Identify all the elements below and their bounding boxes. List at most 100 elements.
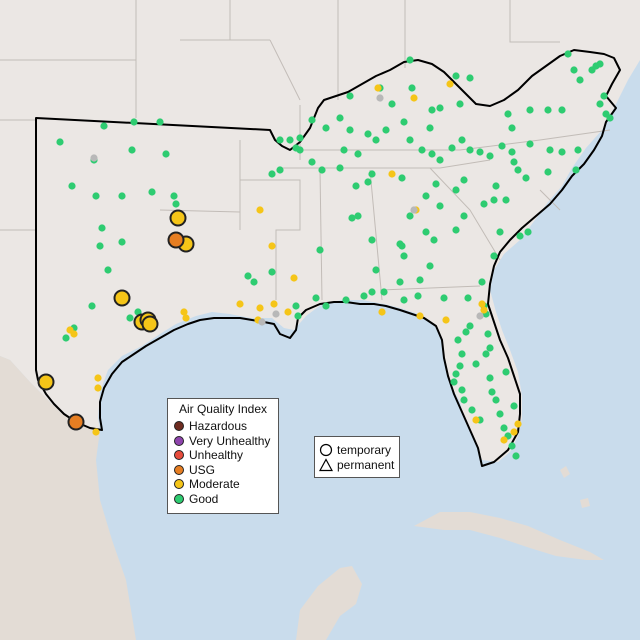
good-monitor	[466, 322, 474, 330]
good-monitor	[400, 296, 408, 304]
good-monitor	[472, 360, 480, 368]
good-monitor	[418, 146, 426, 154]
triangle-icon	[319, 457, 333, 471]
moderate-monitor	[442, 316, 450, 324]
good-monitor	[546, 146, 554, 154]
moderate-monitor	[180, 308, 188, 316]
moderate-monitor	[92, 428, 100, 436]
good-monitor	[448, 144, 456, 152]
good-monitor	[336, 114, 344, 122]
good-monitor	[526, 140, 534, 148]
good-monitor	[118, 192, 126, 200]
good-monitor	[516, 232, 524, 240]
good-monitor	[486, 374, 494, 382]
good-monitor	[496, 228, 504, 236]
good-monitor	[454, 336, 462, 344]
legend-label: Moderate	[189, 477, 240, 492]
good-monitor	[452, 370, 460, 378]
moderate-monitor	[480, 306, 488, 314]
good-monitor	[428, 150, 436, 158]
good-monitor	[318, 166, 326, 174]
good-monitor	[460, 396, 468, 404]
moderate-monitor	[510, 428, 518, 436]
good-monitor	[296, 134, 304, 142]
good-monitor	[406, 136, 414, 144]
good-monitor	[346, 92, 354, 100]
moderate-monitor	[446, 80, 454, 88]
good-monitor	[458, 136, 466, 144]
good-monitor	[512, 452, 520, 460]
moderate-monitor	[284, 308, 292, 316]
legend-label: USG	[189, 462, 216, 477]
mexico-landmass	[0, 356, 136, 640]
region-outline	[35, 49, 621, 467]
good-monitor	[482, 350, 490, 358]
good-monitor	[400, 118, 408, 126]
no-data-monitor	[376, 94, 384, 102]
moderate-monitor	[94, 374, 102, 382]
good-monitor	[406, 56, 414, 64]
legend-item-good: Good	[174, 492, 278, 507]
good-monitor	[422, 228, 430, 236]
usg-large-monitor	[67, 413, 85, 431]
good-monitor	[414, 292, 422, 300]
good-monitor	[522, 174, 530, 182]
legend-item-temporary: temporary	[319, 443, 399, 458]
moderate-large-monitor	[169, 209, 187, 227]
good-monitor	[172, 200, 180, 208]
good-monitor	[514, 166, 522, 174]
good-monitor	[490, 196, 498, 204]
moderate-monitor	[256, 304, 264, 312]
monitor-points	[37, 50, 614, 460]
good-monitor	[592, 62, 600, 70]
good-monitor	[244, 272, 252, 280]
good-monitor	[368, 236, 376, 244]
good-monitor	[342, 296, 350, 304]
good-monitor	[504, 110, 512, 118]
good-monitor	[432, 180, 440, 188]
good-monitor	[564, 50, 572, 58]
unhealthy-swatch	[174, 450, 184, 461]
good-monitor	[486, 152, 494, 160]
no-data-monitor	[272, 310, 280, 318]
good-monitor	[452, 186, 460, 194]
good-monitor	[354, 212, 362, 220]
good-monitor	[466, 146, 474, 154]
legend-label: Good	[189, 491, 219, 506]
legend-item-very-unhealthy: Very Unhealthy	[174, 434, 278, 449]
legend-title: Air Quality Index	[178, 402, 268, 416]
moderate-monitor	[500, 436, 508, 444]
good-monitor	[508, 442, 516, 450]
good-monitor	[416, 276, 424, 284]
no-data-monitor	[476, 312, 484, 320]
good-monitor	[526, 106, 534, 114]
good-monitor	[100, 122, 108, 130]
good-monitor	[276, 166, 284, 174]
good-monitor	[430, 236, 438, 244]
moderate-monitor	[378, 308, 386, 316]
good-monitor	[316, 246, 324, 254]
good-monitor	[428, 106, 436, 114]
good-monitor	[500, 424, 508, 432]
good-monitor	[544, 106, 552, 114]
good-monitor	[346, 126, 354, 134]
good-monitor	[574, 146, 582, 154]
good-monitor	[348, 214, 356, 222]
moderate-large-monitor	[37, 373, 55, 391]
moderate-monitor	[290, 274, 298, 282]
good-monitor	[492, 396, 500, 404]
site-type-legend: temporary permanent	[314, 436, 400, 478]
good-monitor	[268, 170, 276, 178]
good-monitor	[460, 212, 468, 220]
good-monitor	[396, 278, 404, 286]
good-monitor	[292, 302, 300, 310]
no-data-monitor	[90, 154, 98, 162]
good-monitor	[510, 402, 518, 410]
good-monitor	[408, 84, 416, 92]
good-monitor	[488, 388, 496, 396]
good-monitor	[352, 182, 360, 190]
moderate-monitor	[410, 94, 418, 102]
hazardous-swatch	[174, 421, 184, 432]
good-monitor	[104, 266, 112, 274]
good-monitor	[98, 224, 106, 232]
